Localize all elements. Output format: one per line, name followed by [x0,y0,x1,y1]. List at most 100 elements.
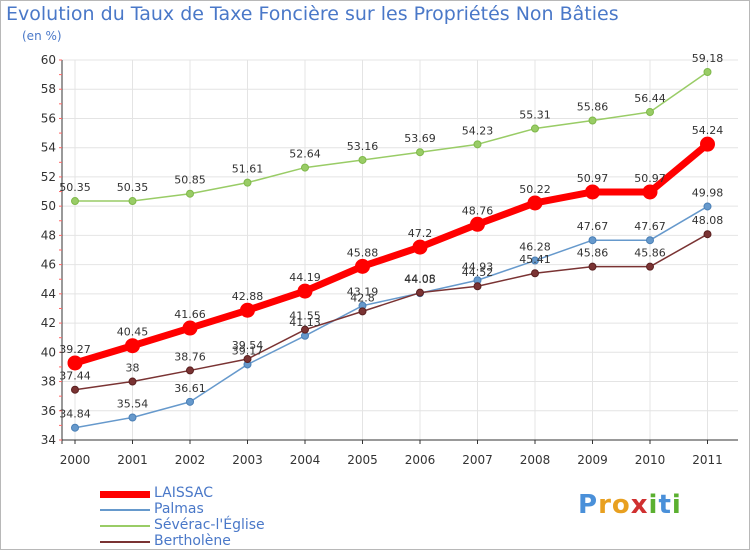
data-label: 41.55 [289,310,321,323]
data-point-0 [642,184,658,200]
data-label: 36.61 [174,382,206,395]
data-label: 38 [126,362,140,375]
data-point-1 [531,256,539,265]
data-label: 50.35 [117,181,149,194]
data-point-2 [416,148,424,157]
legend-item: Bertholène [100,533,360,550]
legend-item: Palmas [100,501,360,518]
legend-label: Bertholène [154,533,231,549]
data-point-0 [470,216,485,232]
data-label: 47.2 [408,227,433,240]
legend-label: LAISSAC [154,485,213,501]
data-point-0 [355,258,370,274]
data-point-1 [186,397,194,406]
data-label: 44.93 [462,260,494,273]
x-tick-label: 2001 [117,453,148,467]
data-label: 41.13 [289,316,321,329]
data-label: 50.35 [59,181,91,194]
data-label: 39.54 [232,339,264,352]
data-point-3 [71,385,79,394]
data-point-3 [703,230,712,239]
data-point-3 [128,377,137,386]
data-point-3 [186,366,194,375]
data-point-0 [67,355,83,371]
data-label: 44.19 [289,271,321,284]
y-tick-label: 38 [41,375,56,389]
data-label: 45.86 [634,247,666,260]
data-label: 51.61 [232,163,264,176]
data-label: 53.16 [347,140,379,153]
data-point-0 [240,302,255,318]
data-label: 49.98 [692,186,724,199]
x-tick-label: 2005 [347,453,378,467]
y-tick-label: 44 [41,287,56,301]
y-tick-label: 56 [41,111,56,125]
data-point-2 [243,178,252,187]
data-label: 59.18 [692,52,724,65]
data-point-3 [588,262,597,271]
y-tick-label: 54 [41,141,56,155]
legend-label: Sévérac-l'Église [154,517,265,533]
data-label: 35.54 [117,397,149,410]
data-point-0 [125,338,140,354]
plot-area [62,60,738,440]
legend-swatch [100,490,150,498]
y-tick-label: 52 [41,170,56,184]
data-point-1 [128,413,137,422]
data-label: 50.97 [577,172,609,185]
logo-letter: x [630,490,649,520]
legend-item: LAISSAC [100,485,360,502]
data-label: 54.24 [692,124,724,137]
data-point-2 [71,197,79,206]
data-label: 43.19 [347,286,379,299]
legend-item: Sévérac-l'Église [100,517,360,534]
y-tick-label: 34 [41,433,56,447]
x-tick-label: 2010 [635,453,666,467]
data-label: 44.52 [462,266,494,279]
legend-swatch [100,525,150,527]
data-label: 52.64 [289,148,321,161]
series-line-3 [74,233,708,391]
data-label: 56.44 [634,92,666,105]
data-label: 45.41 [519,253,551,266]
proxiti-logo: Proxiti [578,490,682,520]
data-point-2 [588,116,597,125]
data-point-2 [531,124,539,133]
data-label: 44.08 [404,273,436,286]
chart-title: Evolution du Taux de Taxe Foncière sur l… [6,3,619,25]
x-tick-label: 2006 [405,453,436,467]
x-tick-label: 2004 [290,453,321,467]
logo-letter: P [578,490,599,520]
logo-letter: i [671,490,682,520]
legend-label: Palmas [154,501,204,517]
x-tick-label: 2011 [692,453,723,467]
logo-letter: t [658,490,672,520]
data-label: 38.76 [174,350,206,363]
data-point-2 [358,155,367,164]
y-tick-label: 42 [41,316,56,330]
series-line-1 [74,205,708,429]
y-tick-label: 36 [41,404,56,418]
data-point-2 [186,189,194,198]
data-label: 50.85 [174,174,206,187]
x-tick-label: 2002 [175,453,206,467]
data-label: 42.8 [350,291,375,304]
logo-letter: r [598,490,612,520]
data-point-2 [128,197,137,206]
x-tick-label: 2000 [60,453,91,467]
data-point-0 [182,320,198,336]
data-label: 50.22 [519,183,551,196]
data-label: 48.08 [692,214,724,227]
logo-letter: o [611,490,631,520]
data-point-3 [416,288,424,297]
x-tick-label: 2009 [577,453,608,467]
y-tick-label: 40 [41,345,56,359]
data-label: 37.44 [59,370,91,383]
y-tick-label: 58 [41,82,56,96]
data-label: 47.67 [577,220,609,233]
y-tick-label: 50 [41,199,56,213]
logo-letter: i [648,490,659,520]
data-label: 42.88 [232,290,264,303]
data-label: 50.97 [634,172,666,185]
